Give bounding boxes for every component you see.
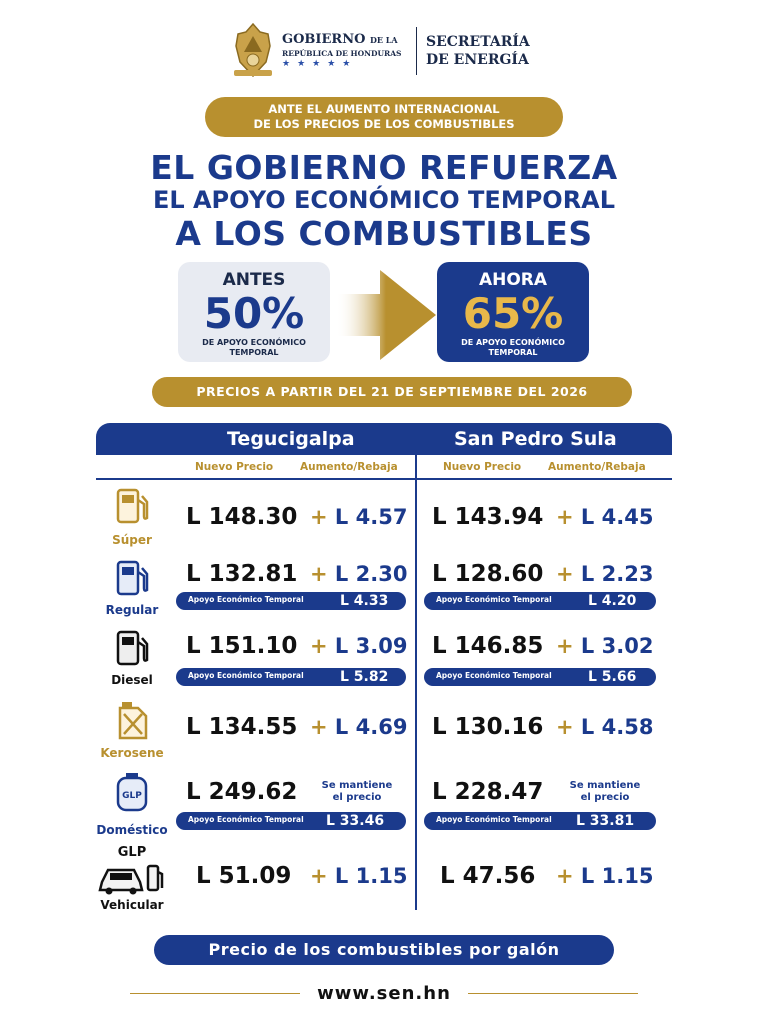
date-banner: PRECIOS A PARTIR DEL 21 DE SEPTIEMBRE DE…	[152, 377, 632, 407]
antes-percent: 50%	[203, 289, 305, 338]
price-teg-vehicular: L 51.09	[196, 863, 292, 889]
aet-bar-teg-regular: Apoyo Económico Temporal L 4.33	[176, 592, 406, 610]
jerrycan-kerosene-icon	[118, 702, 148, 740]
price-sps-super: L 143.94	[432, 504, 544, 530]
title-line1: EL GOBIERNO REFUERZA	[150, 148, 618, 187]
honduras-coat-of-arms-icon	[234, 22, 272, 78]
table-header-line	[96, 478, 672, 480]
change-teg-diesel: + L 3.09	[310, 634, 408, 658]
fuel-label-vehicular: Vehicular	[100, 898, 164, 912]
aet-bar-sps-domestico: Apoyo Económico Temporal L 33.81	[424, 812, 656, 830]
fuel-pump-super-icon	[116, 488, 149, 524]
col-aumento-teg: Aumento/Rebaja	[300, 461, 398, 473]
stars: ★★★★★	[282, 59, 358, 69]
table-divider	[415, 455, 417, 910]
svg-text:GLP: GLP	[122, 791, 142, 801]
change-sps-diesel: + L 3.02	[556, 634, 654, 658]
aet-bar-teg-domestico: Apoyo Económico Temporal L 33.46	[176, 812, 406, 830]
change-sps-kerosene: + L 4.58	[556, 715, 654, 739]
change-teg-vehicular: + L 1.15	[310, 864, 408, 888]
title-line3: A LOS COMBUSTIBLES	[175, 214, 593, 253]
table-header: Tegucigalpa San Pedro Sula	[96, 423, 672, 455]
fuel-label-regular: Regular	[105, 603, 159, 617]
intro-banner: ANTE EL AUMENTO INTERNACIONAL DE LOS PRE…	[205, 97, 563, 137]
gas-cylinder-glp-icon: GLP	[116, 773, 148, 812]
col-aumento-sps: Aumento/Rebaja	[548, 461, 646, 473]
fuel-pump-diesel-icon	[116, 630, 149, 666]
antes-sub: DE APOYO ECONÓMICO TEMPORAL	[202, 338, 306, 357]
city-san-pedro-sula: San Pedro Sula	[454, 428, 617, 450]
change-sps-vehicular: + L 1.15	[556, 864, 654, 888]
change-sps-regular: + L 2.23	[556, 562, 654, 586]
aet-bar-sps-regular: Apoyo Económico Temporal L 4.20	[424, 592, 656, 610]
fuel-label-kerosene: Kerosene	[100, 746, 164, 760]
price-teg-regular: L 132.81	[186, 561, 298, 587]
price-sps-kerosene: L 130.16	[432, 714, 544, 740]
title-line2: EL APOYO ECONÓMICO TEMPORAL	[152, 186, 616, 214]
aet-bar-teg-diesel: Apoyo Económico Temporal L 5.82	[176, 668, 406, 686]
header-divider	[416, 27, 417, 75]
footer-line-right	[468, 993, 638, 994]
change-sps-domestico: Se mantiene el precio	[569, 780, 641, 803]
website-link[interactable]: www.sen.hn	[317, 983, 451, 1004]
ahora-sub: DE APOYO ECONÓMICO TEMPORAL	[461, 338, 565, 357]
price-teg-domestico: L 249.62	[186, 779, 298, 805]
fuel-label-super: Súper	[112, 533, 152, 547]
gov-title: GOBIERNO DE LA	[282, 32, 398, 47]
arrow-right-icon	[336, 270, 436, 360]
change-teg-super: + L 4.57	[310, 505, 408, 529]
price-sps-vehicular: L 47.56	[440, 863, 536, 889]
aet-bar-sps-diesel: Apoyo Económico Temporal L 5.66	[424, 668, 656, 686]
antes-label: ANTES	[222, 270, 286, 290]
price-teg-kerosene: L 134.55	[186, 714, 298, 740]
col-nuevo-precio-sps: Nuevo Precio	[443, 461, 522, 473]
change-teg-kerosene: + L 4.69	[310, 715, 408, 739]
header: GOBIERNO DE LA REPÚBLICA DE HONDURAS ★★★…	[230, 22, 550, 82]
price-sps-regular: L 128.60	[432, 561, 544, 587]
fuel-pump-regular-icon	[116, 560, 149, 596]
antes-box: ANTES 50% DE APOYO ECONÓMICO TEMPORAL	[178, 262, 330, 362]
car-fuel-vehicular-icon	[98, 864, 164, 895]
secretaria-title: SECRETARÍA DE ENERGÍA	[426, 34, 530, 68]
change-teg-regular: + L 2.30	[310, 562, 408, 586]
price-teg-diesel: L 151.10	[186, 633, 298, 659]
price-sps-domestico: L 228.47	[432, 779, 544, 805]
price-teg-super: L 148.30	[186, 504, 298, 530]
col-nuevo-precio-teg: Nuevo Precio	[195, 461, 274, 473]
fuel-label-glp: GLP	[117, 845, 147, 860]
fuel-label-diesel: Diesel	[111, 673, 153, 687]
ahora-label: AHORA	[478, 270, 548, 290]
change-sps-super: + L 4.45	[556, 505, 654, 529]
change-teg-domestico: Se mantiene el precio	[321, 780, 393, 803]
ahora-percent: 65%	[462, 289, 564, 338]
gov-subtitle: REPÚBLICA DE HONDURAS	[282, 49, 402, 58]
fuel-label-domestico: Doméstico	[96, 823, 168, 837]
price-sps-diesel: L 146.85	[432, 633, 544, 659]
ahora-box: AHORA 65% DE APOYO ECONÓMICO TEMPORAL	[437, 262, 589, 362]
footer-line-left	[130, 993, 300, 994]
footer-banner: Precio de los combustibles por galón	[154, 935, 614, 965]
city-tegucigalpa: Tegucigalpa	[227, 428, 355, 450]
